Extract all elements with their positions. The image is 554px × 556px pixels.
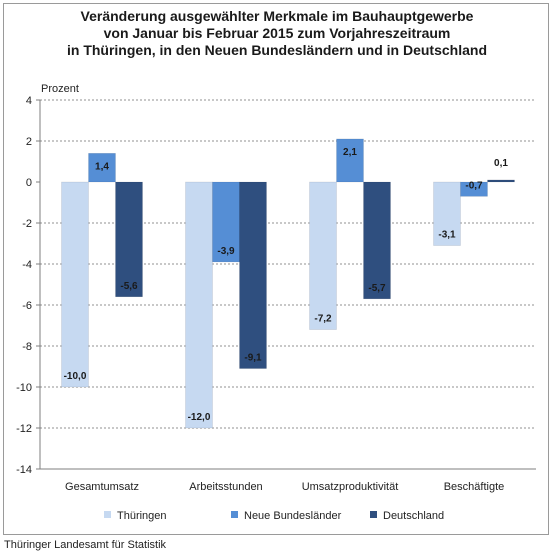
y-tick-label: -2 xyxy=(22,218,32,230)
title-line-2: von Januar bis Februar 2015 zum Vorjahre… xyxy=(103,25,451,41)
data-label: -0,7 xyxy=(465,180,483,191)
y-tick-label: -8 xyxy=(22,341,32,353)
y-tick-label: -4 xyxy=(22,259,32,271)
bar xyxy=(185,181,213,429)
y-tick-label: -10 xyxy=(16,382,32,394)
legend-label: Deutschland xyxy=(383,510,444,522)
y-tick-label: -12 xyxy=(16,423,32,435)
bar xyxy=(363,181,391,300)
source-footer: Thüringer Landesamt für Statistik xyxy=(4,539,167,551)
bar xyxy=(460,181,488,197)
y-tick-label: 2 xyxy=(26,136,32,148)
data-label: -12,0 xyxy=(188,412,211,423)
legend-label: Thüringen xyxy=(117,510,167,522)
y-tick-label: -14 xyxy=(16,464,32,476)
chart-title: Veränderung ausgewählter Merkmale im Bau… xyxy=(0,8,554,59)
x-category-label: Gesamtumsatz xyxy=(65,481,139,493)
legend-label: Neue Bundesländer xyxy=(244,510,342,522)
data-label: -3,9 xyxy=(217,246,235,257)
data-label: -10,0 xyxy=(64,371,87,382)
bar xyxy=(212,181,240,263)
data-label: -3,1 xyxy=(438,230,456,241)
bar xyxy=(433,181,461,246)
data-label: -5,7 xyxy=(368,283,386,294)
bar xyxy=(336,138,364,183)
x-category-label: Arbeitsstunden xyxy=(189,481,262,493)
title-line-1: Veränderung ausgewählter Merkmale im Bau… xyxy=(80,8,474,24)
y-tick-label: 0 xyxy=(26,177,32,189)
data-label: 1,4 xyxy=(95,161,109,172)
bar xyxy=(88,153,116,183)
x-category-label: Beschäftigte xyxy=(444,481,505,493)
legend-swatch xyxy=(104,511,111,518)
legend-swatch xyxy=(370,511,377,518)
y-axis-label: Prozent xyxy=(41,83,79,95)
data-label: -7,2 xyxy=(314,314,332,325)
data-label: 0,1 xyxy=(494,158,508,169)
x-category-label: Umsatzproduktivität xyxy=(302,481,399,493)
bar xyxy=(61,181,89,388)
y-tick-label: -6 xyxy=(22,300,32,312)
data-label: -9,1 xyxy=(244,353,262,364)
bar xyxy=(115,181,143,298)
bar xyxy=(239,181,267,369)
title-line-3: in Thüringen, in den Neuen Bundesländern… xyxy=(66,42,487,58)
data-label: -5,6 xyxy=(120,281,138,292)
bar-chart: 4 2 0 -2 -4 -6 -8 -10 -12 -14 -10,0 1,4 -5,6 Gesamtu… xyxy=(16,83,536,522)
bar xyxy=(487,179,515,183)
legend-swatch xyxy=(231,511,238,518)
chart-frame xyxy=(3,3,549,535)
y-tick-label: 4 xyxy=(26,95,32,107)
data-label: 2,1 xyxy=(343,147,357,158)
bar xyxy=(309,181,337,330)
